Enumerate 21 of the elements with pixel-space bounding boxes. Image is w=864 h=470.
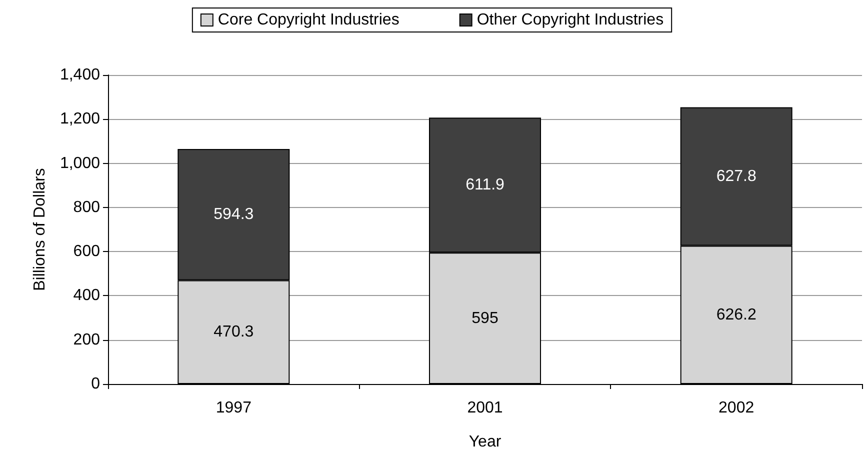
legend-label: Core Copyright Industries [218, 12, 400, 28]
x-tick-label: 1997 [216, 400, 252, 416]
y-tick-label: 1,200 [60, 110, 100, 128]
y-tick-label: 400 [73, 287, 100, 304]
y-tick-label: 0 [91, 376, 100, 392]
data-label: 627.8 [716, 168, 756, 186]
y-axis-title: Billions of Dollars [32, 168, 48, 291]
y-tick-label: 800 [73, 198, 100, 216]
data-label: 595 [472, 310, 498, 327]
legend-label: Other Copyright Industries [476, 12, 664, 28]
y-tick-label: 200 [73, 331, 100, 348]
y-tick-label: 600 [73, 243, 100, 260]
data-label: 470.3 [214, 324, 254, 341]
data-label: 626.2 [716, 306, 756, 324]
x-tick-label: 2002 [718, 400, 754, 416]
x-tick-label: 2001 [467, 400, 503, 416]
x-axis-title: Year [468, 434, 502, 450]
y-tick-label: 1,400 [60, 66, 100, 84]
y-tick-label: 1,000 [60, 154, 100, 172]
data-label: 594.3 [214, 206, 254, 224]
data-label: 611.9 [466, 176, 505, 194]
